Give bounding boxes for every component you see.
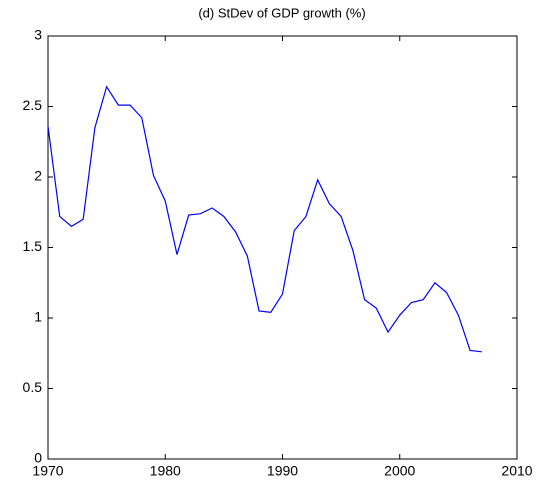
- y-tick-label: 1.5: [23, 238, 43, 254]
- y-tick-label: 2.5: [23, 97, 43, 113]
- x-tick-label: 2010: [501, 463, 532, 479]
- x-tick-label: 1970: [32, 463, 63, 479]
- y-tick-label: 0: [34, 450, 42, 466]
- y-tick-label: 2: [34, 168, 42, 184]
- plot-frame: [47, 35, 518, 460]
- chart-title: (d) StDev of GDP growth (%): [198, 5, 365, 20]
- y-tick-label: 3: [34, 27, 42, 43]
- x-tick-label: 1990: [267, 463, 298, 479]
- x-tick-label: 1980: [150, 463, 181, 479]
- line-series: [47, 85, 482, 353]
- y-tick-label: 1: [34, 309, 42, 325]
- x-tick-label: 2000: [384, 463, 415, 479]
- y-tick-label: 0.5: [23, 379, 43, 395]
